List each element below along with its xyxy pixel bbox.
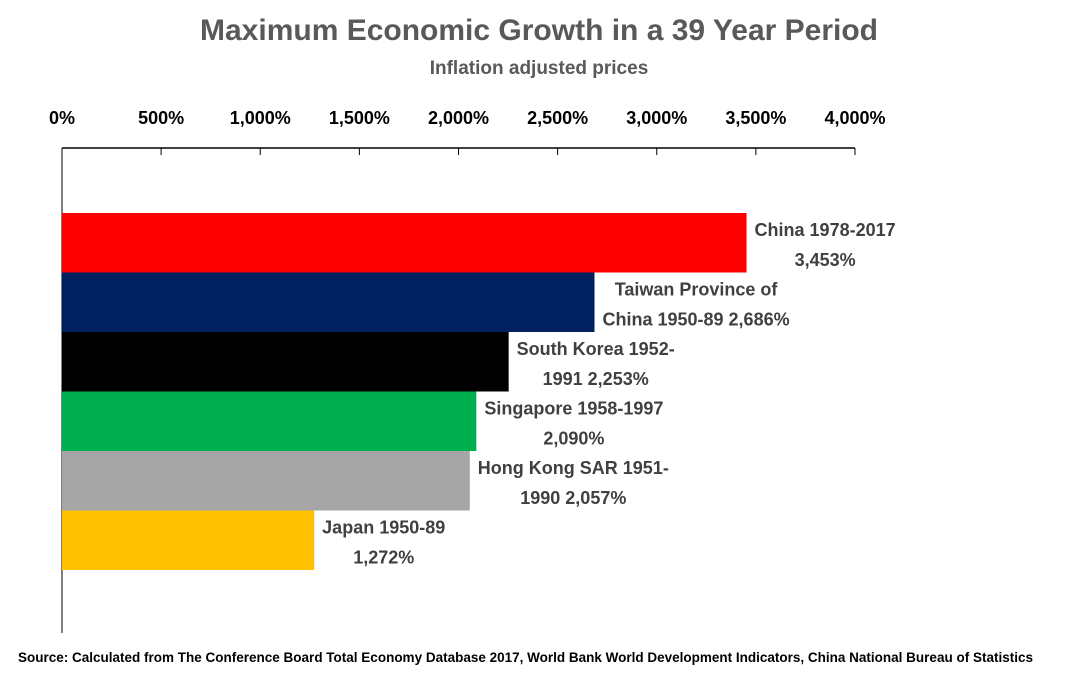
x-tick-label: 2,000% <box>428 108 489 128</box>
bar-0 <box>62 213 747 273</box>
x-tick-label: 1,500% <box>329 108 390 128</box>
data-label: Japan 1950-89 1,272% <box>322 518 445 568</box>
data-label: Singapore 1958-1997 2,090% <box>484 399 663 449</box>
x-tick-label: 4,000% <box>824 108 885 128</box>
chart-subtitle: Inflation adjusted prices <box>430 58 649 79</box>
data-label: Hong Kong SAR 1951-1990 2,057% <box>478 458 669 508</box>
bar-4 <box>62 451 470 511</box>
x-tick-label: 500% <box>138 108 184 128</box>
chart-title: Maximum Economic Growth in a 39 Year Per… <box>200 14 878 47</box>
bars-group <box>62 213 747 570</box>
data-label: Taiwan Province of China 1950-89 2,686% <box>602 280 789 330</box>
bar-2 <box>62 332 509 392</box>
bar-3 <box>62 391 477 451</box>
data-labels-group: China 1978-2017 3,453% Taiwan Province of C… <box>322 220 895 568</box>
x-tick-label: 3,000% <box>626 108 687 128</box>
x-tick-label: 1,000% <box>230 108 291 128</box>
data-label: South Korea 1952-1991 2,253% <box>517 339 675 389</box>
x-tick-label: 2,500% <box>527 108 588 128</box>
x-tick-label: 0% <box>49 108 75 128</box>
x-tick-label: 3,500% <box>725 108 786 128</box>
source-note: Source: Calculated from The Conference B… <box>18 650 1033 665</box>
x-axis: 0% 500% 1,000% 1,500% 2,000% 2,500% 3,000% 3,50… <box>49 108 886 633</box>
bar-1 <box>62 272 595 332</box>
bar-5 <box>62 510 315 570</box>
data-label: China 1978-2017 3,453% <box>755 220 896 270</box>
